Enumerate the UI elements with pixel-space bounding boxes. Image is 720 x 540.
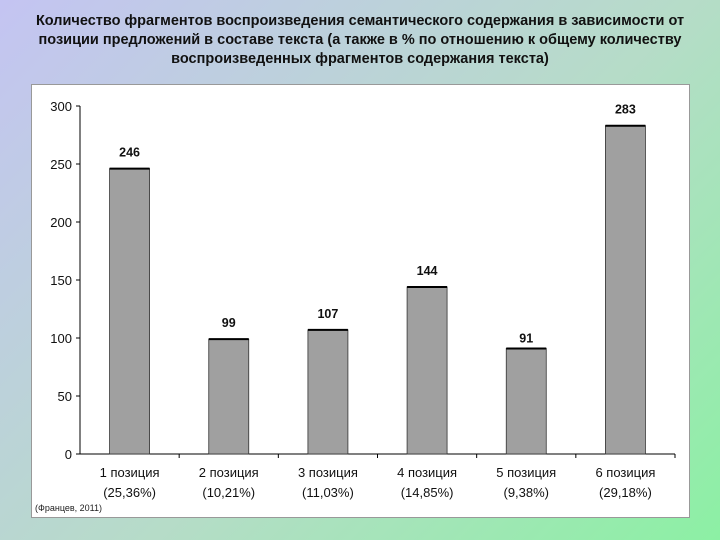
source-note: (Францев, 2011): [35, 503, 103, 513]
x-tick-label: 5 позиция: [496, 465, 556, 480]
y-tick-label: 200: [50, 215, 72, 230]
chart-title: Количество фрагментов воспроизведения се…: [35, 13, 685, 67]
data-label: 283: [615, 103, 636, 117]
x-percent-label: (25,36%): [103, 485, 156, 500]
data-label: 91: [519, 331, 533, 345]
x-percent-label: (14,85%): [401, 485, 454, 500]
x-percent-label: (10,21%): [202, 485, 255, 500]
x-tick-label: 3 позиция: [298, 465, 358, 480]
x-tick-label: 4 позиция: [397, 465, 457, 480]
data-label: 144: [417, 264, 438, 278]
bar-chart: 0 50 100 150 200 250 300 246 1 позиция (25,36%) 99…: [50, 99, 676, 500]
bar: [109, 168, 150, 455]
x-tick-label: 6 позиция: [595, 465, 655, 480]
y-tick-label: 250: [50, 157, 72, 172]
bar: [605, 125, 646, 455]
y-tick-label: 0: [65, 447, 72, 462]
bar: [307, 329, 349, 455]
y-tick-label: 50: [58, 389, 72, 404]
data-label: 107: [317, 307, 338, 321]
bar: [505, 348, 547, 455]
chart-panel: 0 50 100 150 200 250 300 246 1 позиция (25,36%) 99…: [31, 84, 690, 518]
x-tick-label: 1 позиция: [100, 465, 160, 480]
y-tick-label: 100: [50, 331, 72, 346]
x-percent-label: (11,03%): [302, 485, 354, 500]
bar: [208, 338, 250, 455]
x-percent-label: (9,38%): [503, 485, 549, 500]
data-label: 99: [222, 316, 236, 330]
bar: [406, 286, 448, 455]
x-tick-label: 2 позиция: [199, 465, 259, 480]
x-percent-label: (29,18%): [599, 485, 652, 500]
y-tick-label: 150: [50, 273, 72, 288]
y-tick-label: 300: [50, 99, 72, 114]
data-label: 246: [119, 146, 140, 160]
